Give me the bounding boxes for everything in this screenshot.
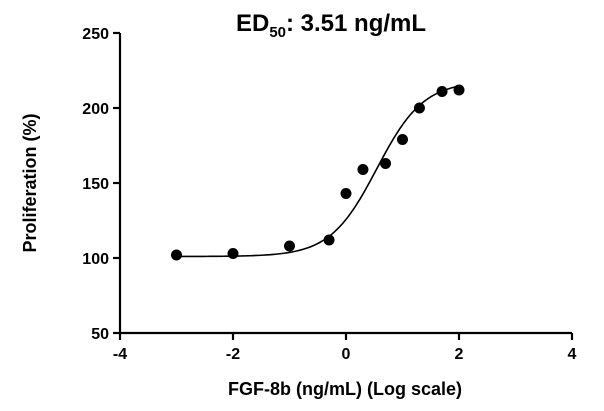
x-tick-label: 2 — [455, 346, 464, 363]
y-axis-ticks: 50 100 150 200 250 — [82, 26, 120, 343]
data-points — [171, 84, 465, 261]
data-point — [357, 164, 369, 175]
y-axis-label: Proliferation (%) — [20, 113, 40, 252]
chart-title-rest: : 3.51 ng/mL — [286, 10, 426, 37]
y-tick-label: 50 — [91, 326, 109, 343]
data-point — [171, 249, 182, 261]
x-tick-label: -4 — [113, 346, 127, 363]
data-point — [340, 188, 352, 199]
data-point — [436, 86, 448, 97]
chart-title-main: ED — [236, 10, 269, 37]
y-tick-label: 100 — [82, 251, 109, 268]
data-point — [397, 134, 408, 145]
data-point — [323, 234, 335, 246]
data-point — [284, 240, 295, 252]
chart-title: ED50: 3.51 ng/mL — [236, 10, 426, 41]
x-tick-label: 0 — [342, 346, 351, 363]
y-tick-label: 200 — [82, 101, 109, 118]
fit-curve — [176, 85, 460, 258]
data-point — [380, 158, 392, 169]
x-axis-ticks: -4 -2 0 2 4 — [113, 333, 577, 363]
data-point — [413, 102, 425, 114]
data-point — [453, 84, 465, 96]
y-tick-label: 250 — [82, 26, 109, 43]
data-point — [227, 248, 239, 259]
x-tick-label: 4 — [568, 346, 577, 363]
y-tick-label: 150 — [82, 176, 109, 193]
x-tick-label: -2 — [226, 346, 240, 363]
chart-title-subscript: 50 — [269, 24, 286, 41]
x-axis-label: FGF-8b (ng/mL) (Log scale) — [228, 379, 462, 399]
